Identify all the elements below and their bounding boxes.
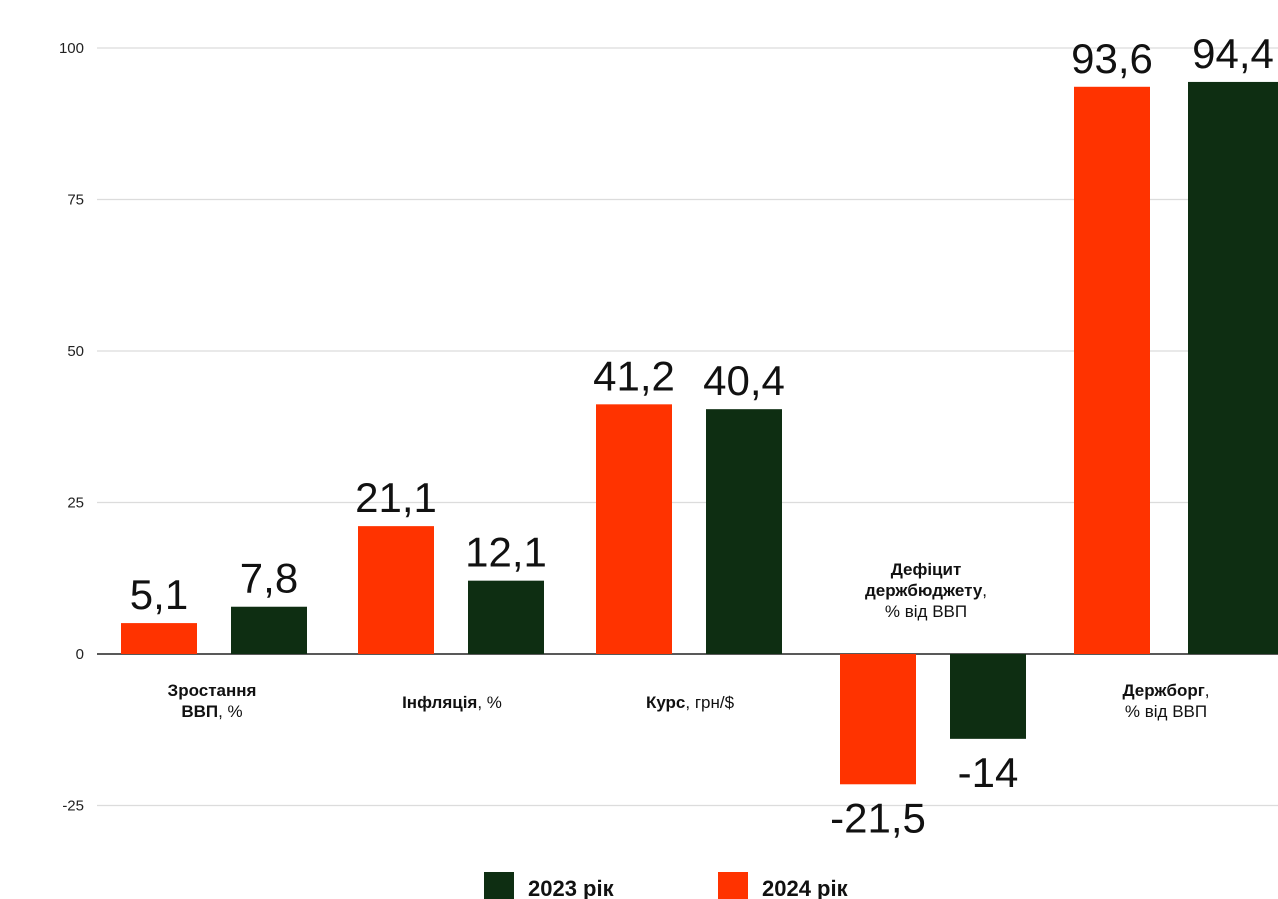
bar-2024 — [840, 654, 916, 785]
bar-2023 — [1188, 81, 1278, 655]
category-label-part: , грн/$ — [685, 693, 734, 712]
category-label-part: Дефіцит — [891, 560, 962, 579]
legend-label-2023: 2023 рік — [528, 876, 615, 899]
y-tick-label: 50 — [67, 343, 84, 360]
category-label-part: Держборг — [1122, 681, 1204, 700]
legend-swatch-2024 — [718, 872, 748, 899]
legend-swatch-2023 — [484, 872, 514, 899]
value-labels: 5,1 21,1 41,2 -21,5 93,6 7,8 12,1 40,4 -14 94,4 — [130, 30, 1274, 841]
category-label: Зростання ВВП, % — [168, 681, 257, 721]
category-label: Дефіцит держбюджету, % від ВВП — [865, 560, 987, 621]
value-label-2024: 93,6 — [1071, 35, 1153, 82]
y-tick-label: -25 — [62, 798, 84, 815]
value-label-2023: 7,8 — [240, 555, 298, 602]
category-label-part: , % — [477, 693, 502, 712]
legend-label-2024: 2024 рік — [762, 876, 849, 899]
value-label-2024: -21,5 — [830, 794, 926, 841]
category-label-line: ВВП, % — [181, 702, 242, 721]
category-label-line: Держборг, — [1122, 681, 1209, 700]
bars — [121, 81, 1278, 785]
bar-2023 — [468, 580, 544, 654]
bar-2023 — [231, 606, 307, 654]
category-label-line: % від ВВП — [1125, 702, 1207, 721]
category-label-line: % від ВВП — [885, 602, 967, 621]
y-tick-label: 75 — [67, 192, 84, 209]
category-label: Інфляція, % — [402, 693, 502, 712]
category-label: Держборг, % від ВВП — [1122, 681, 1209, 721]
category-label-line: Дефіцит — [891, 560, 962, 579]
category-label-part: , — [1205, 681, 1210, 700]
category-label-line: Курс, грн/$ — [646, 693, 735, 712]
category-label-line: Інфляція, % — [402, 693, 502, 712]
value-label-2023: 12,1 — [465, 529, 547, 576]
legend: 2023 рік 2024 рік — [484, 872, 849, 899]
y-tick-label: 100 — [59, 40, 84, 57]
value-label-2024: 5,1 — [130, 571, 188, 618]
category-label-line: Зростання — [168, 681, 257, 700]
y-tick-label: 0 — [76, 646, 84, 663]
category-label-part: ВВП — [181, 702, 218, 721]
category-label-part: держбюджету — [865, 581, 983, 600]
category-label-part: , — [982, 581, 987, 600]
category-labels: Зростання ВВП, % Інфляція, % Курс, грн/$Деф… — [168, 560, 1210, 721]
value-label-2024: 41,2 — [593, 352, 675, 399]
bar-2024 — [358, 526, 434, 654]
value-label-2023: 40,4 — [703, 357, 785, 404]
bar-2024 — [121, 623, 197, 654]
bar-2024 — [1074, 86, 1150, 654]
bar-2023 — [706, 409, 782, 654]
bar-2024 — [596, 404, 672, 654]
category-label-part: Зростання — [168, 681, 257, 700]
category-label-part: % від ВВП — [1125, 702, 1207, 721]
category-label-part: % від ВВП — [885, 602, 967, 621]
category-label-line: держбюджету, — [865, 581, 987, 600]
value-label-2023: -14 — [958, 749, 1019, 796]
value-label-2024: 21,1 — [355, 474, 437, 521]
category-label-part: Курс — [646, 693, 685, 712]
bar-2023 — [950, 654, 1026, 739]
category-label-part: Інфляція — [402, 693, 477, 712]
category-label: Курс, грн/$ — [646, 693, 735, 712]
category-label-part: , % — [218, 702, 243, 721]
value-label-2023: 94,4 — [1192, 30, 1274, 77]
y-tick-label: 25 — [67, 495, 84, 512]
